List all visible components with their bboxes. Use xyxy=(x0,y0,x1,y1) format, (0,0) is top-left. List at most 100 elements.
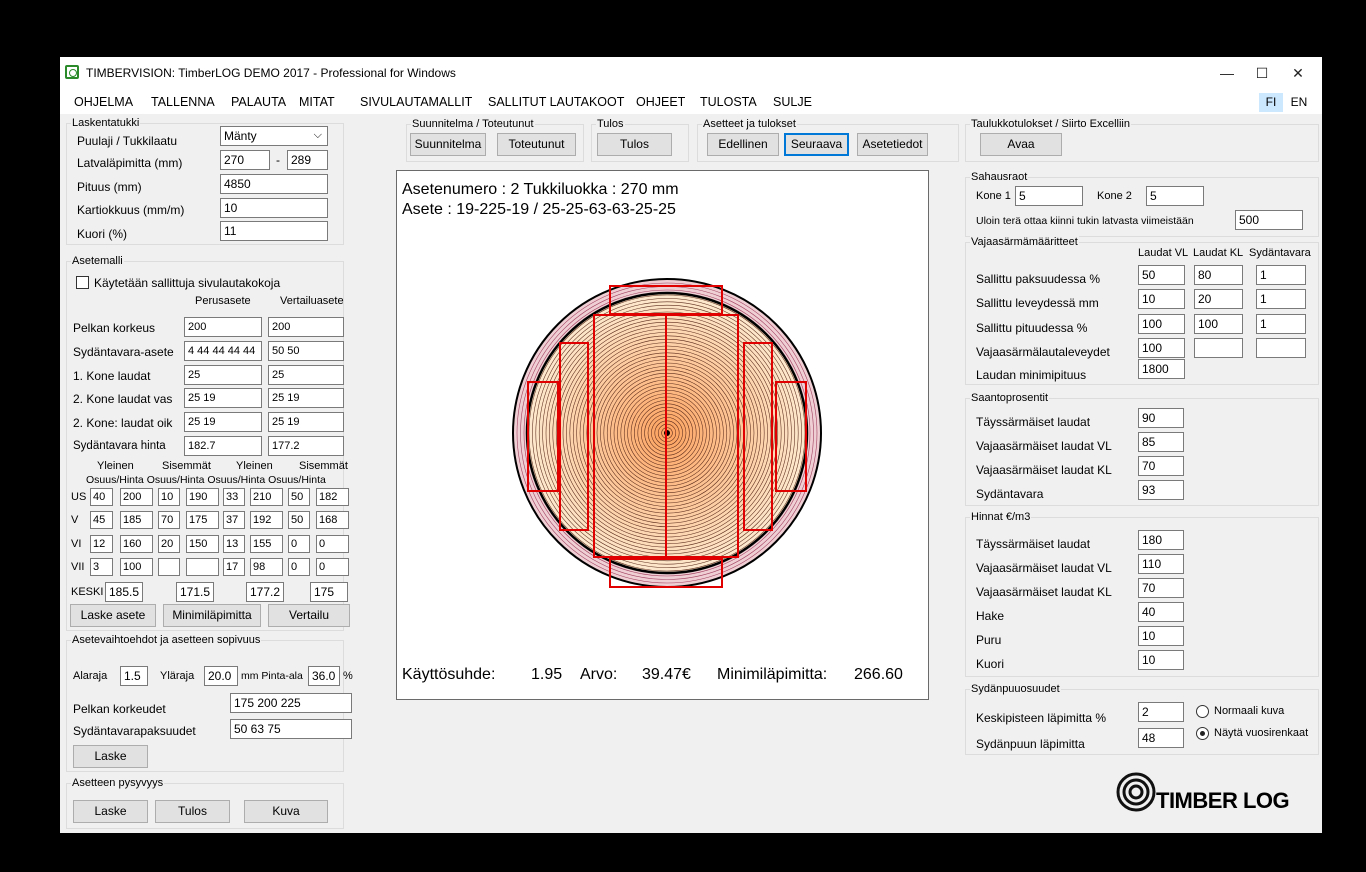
grid-cell[interactable]: 12 xyxy=(90,535,113,553)
alaraja-input[interactable]: 1.5 xyxy=(120,666,148,686)
asete-row-perus[interactable]: 25 19 xyxy=(184,388,262,408)
normaali-radio[interactable] xyxy=(1196,705,1209,718)
asete-row-vertailu[interactable]: 25 19 xyxy=(268,412,344,432)
grid-cell[interactable]: 190 xyxy=(186,488,219,506)
grid-cell[interactable]: 155 xyxy=(250,535,283,553)
close-button[interactable]: ✕ xyxy=(1292,65,1304,81)
grid-cell[interactable] xyxy=(186,558,219,576)
ulo-input[interactable]: 500 xyxy=(1235,210,1303,230)
hinnat-row-input[interactable]: 70 xyxy=(1138,578,1184,598)
avaa-button[interactable]: Avaa xyxy=(980,133,1062,156)
vajaa-kl-input[interactable]: 80 xyxy=(1194,265,1243,285)
grid-cell[interactable]: 40 xyxy=(90,488,113,506)
grid-cell[interactable]: 20 xyxy=(158,535,180,553)
asete-row-vertailu[interactable]: 200 xyxy=(268,317,344,337)
asete-row-perus[interactable]: 200 xyxy=(184,317,262,337)
grid-cell[interactable]: 0 xyxy=(316,535,349,553)
asete-row-vertailu[interactable]: 25 xyxy=(268,365,344,385)
kone2-input[interactable]: 5 xyxy=(1146,186,1204,206)
keski-value-2[interactable]: 171.5 xyxy=(176,582,214,602)
grid-cell[interactable]: 160 xyxy=(120,535,153,553)
grid-cell[interactable]: 13 xyxy=(223,535,245,553)
grid-cell[interactable]: 0 xyxy=(288,535,310,553)
asete-row-perus[interactable]: 4 44 44 44 44 xyxy=(184,341,262,361)
pysyvyys-tulos-button[interactable]: Tulos xyxy=(155,800,230,823)
hinnat-row-input[interactable]: 40 xyxy=(1138,602,1184,622)
keski-value-4[interactable]: 175 xyxy=(310,582,348,602)
hinnat-row-input[interactable]: 180 xyxy=(1138,530,1184,550)
menu-sivulautamallit[interactable]: SIVULAUTAMALLIT xyxy=(360,95,473,109)
grid-cell[interactable]: 45 xyxy=(90,511,113,529)
vajaa-kl-input[interactable]: 20 xyxy=(1194,289,1243,309)
vajaa-sydan-input[interactable] xyxy=(1256,338,1306,358)
grid-cell[interactable]: 185 xyxy=(120,511,153,529)
saanto-row-input[interactable]: 93 xyxy=(1138,480,1184,500)
grid-cell[interactable]: 10 xyxy=(158,488,180,506)
saanto-row-input[interactable]: 90 xyxy=(1138,408,1184,428)
grid-cell[interactable]: 0 xyxy=(316,558,349,576)
grid-cell[interactable]: 168 xyxy=(316,511,349,529)
vuosirenkaat-radio[interactable] xyxy=(1196,727,1209,740)
keskipiste-input[interactable]: 2 xyxy=(1138,702,1184,722)
hinnat-row-input[interactable]: 10 xyxy=(1138,626,1184,646)
grid-cell[interactable]: 100 xyxy=(120,558,153,576)
vajaa-kl-input[interactable]: 100 xyxy=(1194,314,1243,334)
grid-cell[interactable]: 0 xyxy=(288,558,310,576)
vajaa-kl-input[interactable] xyxy=(1194,338,1243,358)
pysyvyys-laske-button[interactable]: Laske xyxy=(73,800,148,823)
grid-cell[interactable]: 210 xyxy=(250,488,283,506)
grid-cell[interactable]: 192 xyxy=(250,511,283,529)
grid-cell[interactable]: 175 xyxy=(186,511,219,529)
menu-sulje[interactable]: SULJE xyxy=(773,95,812,109)
vajaa-vl-input[interactable]: 100 xyxy=(1138,338,1185,358)
saanto-row-input[interactable]: 70 xyxy=(1138,456,1184,476)
seuraava-button[interactable]: Seuraava xyxy=(784,133,849,156)
menu-sallitut-lautakoot[interactable]: SALLITUT LAUTAKOOT xyxy=(488,95,625,109)
menu-palauta[interactable]: PALAUTA xyxy=(231,95,287,109)
laske-asete-button[interactable]: Laske asete xyxy=(70,604,156,627)
maximize-button[interactable]: ☐ xyxy=(1255,65,1269,81)
vajaa-vl-input[interactable]: 100 xyxy=(1138,314,1185,334)
lang-en-button[interactable]: EN xyxy=(1290,95,1308,109)
vajaa-vl-input[interactable]: 50 xyxy=(1138,265,1185,285)
asete-row-vertailu[interactable]: 25 19 xyxy=(268,388,344,408)
pinta-ala-input[interactable]: 36.0 xyxy=(308,666,340,686)
menu-tulosta[interactable]: TULOSTA xyxy=(700,95,757,109)
pituus-input[interactable]: 4850 xyxy=(220,174,328,194)
lang-fi-button[interactable]: FI xyxy=(1259,93,1283,112)
asete-row-perus[interactable]: 25 19 xyxy=(184,412,262,432)
asete-row-perus[interactable]: 25 xyxy=(184,365,262,385)
sydan-input[interactable]: 50 63 75 xyxy=(230,719,352,739)
asetetiedot-button[interactable]: Asetetiedot xyxy=(857,133,928,156)
toteutunut-button[interactable]: Toteutunut xyxy=(497,133,576,156)
grid-cell[interactable]: 37 xyxy=(223,511,245,529)
vertailu-button[interactable]: Vertailu xyxy=(268,604,350,627)
puulaji-select[interactable]: Mänty ⌵ xyxy=(220,126,328,146)
kuori-input[interactable]: 11 xyxy=(220,221,328,241)
vajaa-sydan-input[interactable]: 1 xyxy=(1256,265,1306,285)
saanto-row-input[interactable]: 85 xyxy=(1138,432,1184,452)
sallitut-checkbox[interactable] xyxy=(76,276,89,289)
tulos-button[interactable]: Tulos xyxy=(597,133,672,156)
grid-cell[interactable]: 98 xyxy=(250,558,283,576)
keski-value-3[interactable]: 177.2 xyxy=(246,582,284,602)
grid-cell[interactable]: 33 xyxy=(223,488,245,506)
hinnat-row-input[interactable]: 10 xyxy=(1138,650,1184,670)
grid-cell[interactable]: 3 xyxy=(90,558,113,576)
pelkka-input[interactable]: 175 200 225 xyxy=(230,693,352,713)
ylaraja-input[interactable]: 20.0 xyxy=(204,666,238,686)
sydanpuu-input[interactable]: 48 xyxy=(1138,728,1184,748)
suunnitelma-button[interactable]: Suunnitelma xyxy=(410,133,486,156)
vajaa-vl-input[interactable]: 10 xyxy=(1138,289,1185,309)
vajaa-sydan-input[interactable]: 1 xyxy=(1256,289,1306,309)
kone1-input[interactable]: 5 xyxy=(1015,186,1083,206)
grid-cell[interactable]: 17 xyxy=(223,558,245,576)
kartio-input[interactable]: 10 xyxy=(220,198,328,218)
grid-cell[interactable]: 50 xyxy=(288,511,310,529)
vajaa-sydan-input[interactable]: 1 xyxy=(1256,314,1306,334)
grid-cell[interactable]: 70 xyxy=(158,511,180,529)
grid-cell[interactable]: 182 xyxy=(316,488,349,506)
menu-ohjeet[interactable]: OHJEET xyxy=(636,95,686,109)
minimize-button[interactable]: — xyxy=(1220,65,1234,81)
vaihtoehdot-laske-button[interactable]: Laske xyxy=(73,745,148,768)
